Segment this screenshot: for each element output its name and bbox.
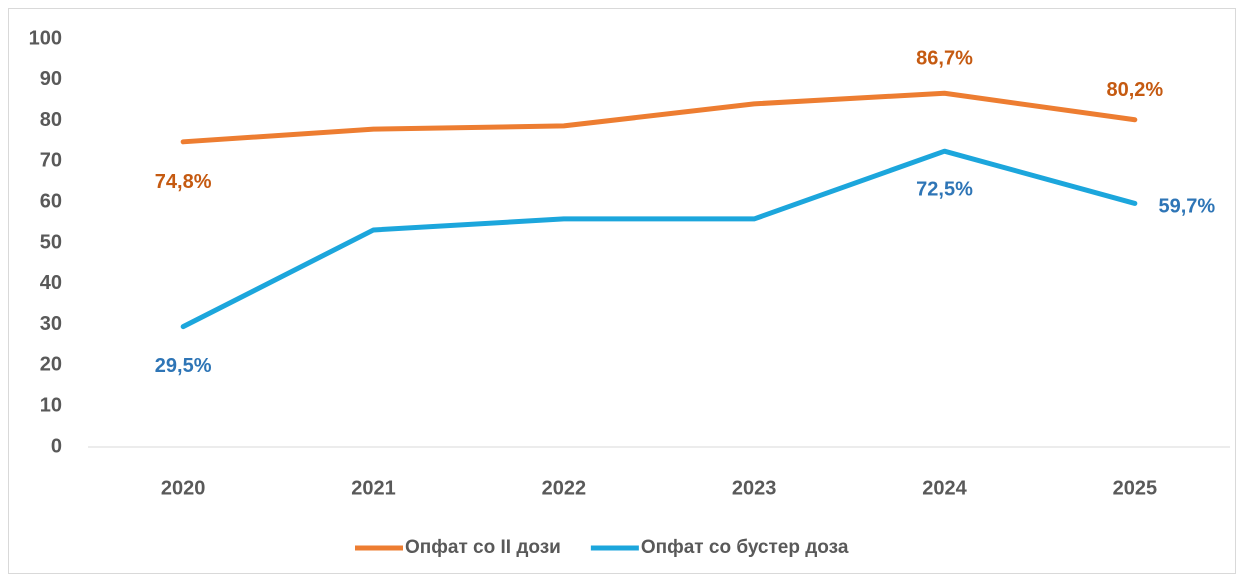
y-tick-label: 0 [51, 435, 62, 457]
y-tick-label: 20 [40, 354, 62, 376]
x-tick-label: 2021 [351, 477, 396, 499]
x-tick-label: 2020 [161, 477, 206, 499]
data-label: 59,7% [1158, 196, 1215, 218]
series-line [180, 90, 1138, 145]
data-label: 80,2% [1106, 79, 1163, 101]
y-tick-label: 90 [40, 68, 62, 90]
legend-label: Опфат со II дози [405, 537, 561, 558]
data-label: 29,5% [155, 355, 212, 377]
y-tick-label: 10 [40, 394, 62, 416]
legend-label: Опфат со бустер доза [641, 537, 849, 558]
y-tick-label: 50 [40, 231, 62, 253]
x-tick-label: 2022 [542, 477, 587, 499]
x-tick-label: 2025 [1113, 477, 1158, 499]
data-label: 74,8% [155, 171, 212, 193]
x-tick-label: 2024 [922, 477, 967, 499]
y-tick-label: 40 [40, 272, 62, 294]
data-label: 72,5% [916, 178, 973, 200]
y-tick-label: 70 [40, 150, 62, 172]
chart-border [8, 8, 1236, 574]
y-tick-label: 30 [40, 313, 62, 335]
x-tick-label: 2023 [732, 477, 777, 499]
series-line [180, 148, 1138, 330]
y-tick-label: 60 [40, 190, 62, 212]
y-tick-label: 100 [29, 27, 62, 49]
y-tick-label: 80 [40, 109, 62, 131]
data-label: 86,7% [916, 48, 973, 70]
